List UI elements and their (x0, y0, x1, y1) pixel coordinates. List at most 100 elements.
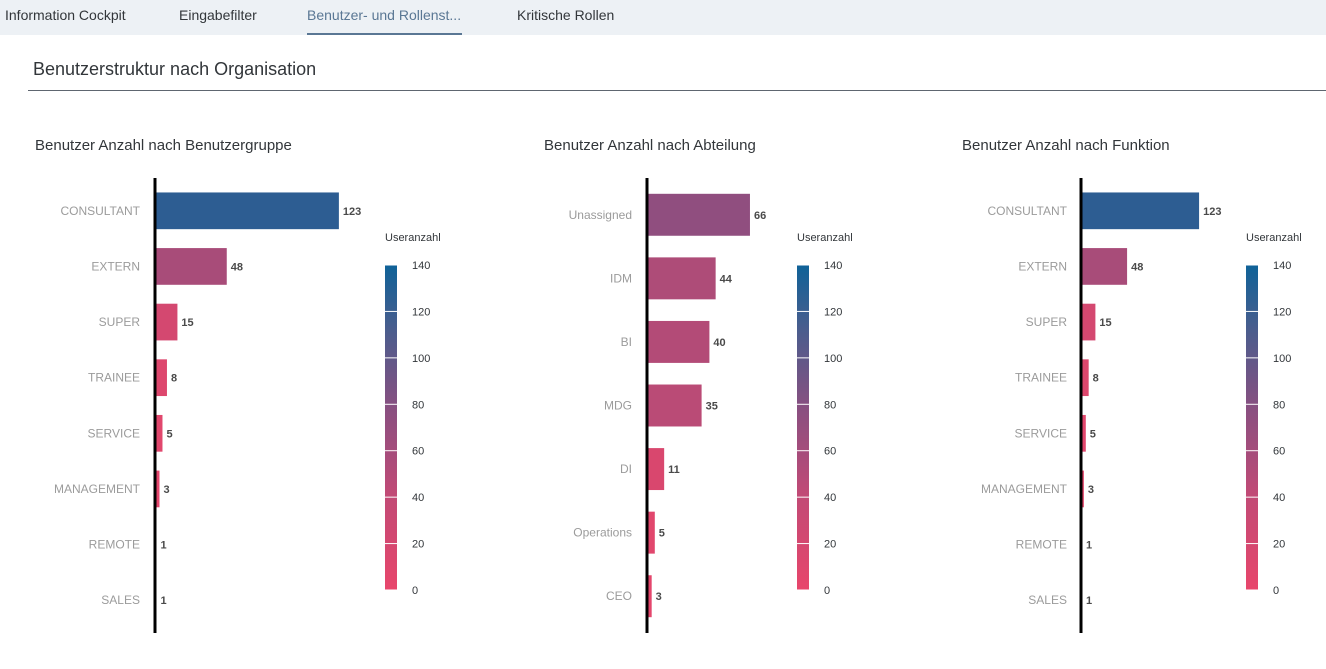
category-label-0-1: EXTERN (91, 259, 140, 273)
bar-1-3 (647, 384, 702, 427)
legend-tick-2-5: 40 (1273, 492, 1285, 504)
bar-0-5 (155, 470, 160, 508)
category-label-0-0: CONSULTANT (60, 204, 140, 218)
bar-1-1 (647, 257, 716, 300)
category-label-0-5: MANAGEMENT (54, 482, 141, 496)
data-label-1-3: 35 (706, 401, 718, 413)
data-label-2-2: 15 (1099, 317, 1111, 329)
section-divider (28, 90, 1326, 91)
data-label-1-5: 5 (659, 528, 665, 540)
data-label-0-0: 123 (343, 206, 361, 218)
legend-tick-2-7: 0 (1273, 585, 1279, 597)
legend-tick-1-0: 140 (824, 260, 842, 272)
bar-0-0 (155, 192, 339, 230)
category-label-1-6: CEO (606, 589, 632, 603)
legend-tick-0-0: 140 (412, 260, 430, 272)
section-title: Benutzerstruktur nach Organisation (33, 59, 317, 79)
legend-tick-2-3: 80 (1273, 399, 1285, 411)
chart-title-benutzergruppe: Benutzer Anzahl nach Benutzergruppe (35, 137, 292, 154)
legend-tick-0-7: 0 (412, 585, 418, 597)
tab-information-cockpit[interactable]: Information Cockpit (5, 7, 126, 23)
category-label-0-4: SERVICE (88, 426, 140, 440)
bar-1-6 (647, 575, 652, 618)
data-label-2-1: 48 (1131, 261, 1143, 273)
category-label-1-3: MDG (604, 399, 632, 413)
legend-tick-1-5: 40 (824, 492, 836, 504)
data-label-2-6: 1 (1086, 540, 1092, 552)
category-label-2-4: SERVICE (1015, 426, 1067, 440)
category-label-2-7: SALES (1028, 593, 1067, 607)
category-label-0-3: TRAINEE (88, 371, 140, 385)
legend-color-scale-0 (385, 265, 397, 590)
chart-title-abteilung: Benutzer Anzahl nach Abteilung (544, 137, 756, 154)
bar-0-2 (155, 303, 178, 341)
bar-0-4 (155, 414, 163, 452)
bar-1-0 (647, 193, 750, 236)
data-label-2-0: 123 (1203, 206, 1221, 218)
legend-tick-0-4: 60 (412, 446, 424, 458)
legend-tick-2-1: 120 (1273, 306, 1291, 318)
category-label-1-4: DI (620, 462, 632, 476)
category-label-0-7: SALES (101, 593, 140, 607)
category-label-2-0: CONSULTANT (987, 204, 1067, 218)
category-label-2-3: TRAINEE (1015, 371, 1067, 385)
data-label-1-1: 44 (720, 273, 733, 285)
category-label-1-1: IDM (610, 271, 632, 285)
legend-tick-1-4: 60 (824, 446, 836, 458)
data-label-2-7: 1 (1086, 595, 1092, 607)
data-label-2-4: 5 (1090, 428, 1096, 440)
category-label-2-6: REMOTE (1016, 538, 1067, 552)
bar-1-4 (647, 448, 665, 491)
legend-color-scale-1 (797, 265, 809, 590)
category-label-0-2: SUPER (99, 315, 141, 329)
bar-2-3 (1081, 359, 1089, 397)
data-label-2-5: 3 (1088, 484, 1094, 496)
bar-2-0 (1081, 192, 1200, 230)
tab-eingabefilter[interactable]: Eingabefilter (179, 7, 257, 23)
bar-2-1 (1081, 248, 1128, 285)
legend-tick-1-6: 20 (824, 539, 836, 551)
legend-tick-0-2: 100 (412, 353, 430, 365)
category-label-2-2: SUPER (1026, 315, 1068, 329)
legend-tick-2-2: 100 (1273, 353, 1291, 365)
category-label-0-6: REMOTE (89, 538, 140, 552)
legend-title-1: Useranzahl (797, 232, 853, 244)
data-label-1-4: 11 (668, 464, 680, 476)
data-label-0-5: 3 (163, 484, 169, 496)
bar-1-5 (647, 511, 655, 554)
bar-1-2 (647, 320, 710, 363)
category-label-1-0: Unassigned (569, 208, 632, 222)
category-label-2-5: MANAGEMENT (981, 482, 1068, 496)
bar-2-4 (1081, 414, 1086, 452)
legend-tick-0-6: 20 (412, 539, 424, 551)
data-label-2-3: 8 (1093, 373, 1099, 385)
data-label-0-4: 5 (166, 428, 172, 440)
legend-title-2: Useranzahl (1246, 232, 1302, 244)
category-label-1-5: Operations (573, 526, 632, 540)
legend-tick-2-6: 20 (1273, 539, 1285, 551)
tab-kritische-rollen[interactable]: Kritische Rollen (517, 7, 615, 23)
legend-tick-0-5: 40 (412, 492, 424, 504)
legend-tick-2-0: 140 (1273, 260, 1291, 272)
legend-tick-1-2: 100 (824, 353, 842, 365)
bar-0-3 (155, 359, 167, 397)
data-label-0-3: 8 (171, 373, 177, 385)
data-label-1-6: 3 (656, 591, 662, 603)
data-label-0-6: 1 (160, 540, 166, 552)
category-label-2-1: EXTERN (1018, 259, 1067, 273)
bar-2-2 (1081, 303, 1096, 341)
bar-0-1 (155, 248, 227, 285)
data-label-1-2: 40 (713, 337, 725, 349)
data-label-0-7: 1 (160, 595, 166, 607)
legend-color-scale-2 (1246, 265, 1258, 590)
data-label-0-1: 48 (231, 261, 243, 273)
legend-tick-0-3: 80 (412, 399, 424, 411)
legend-tick-1-3: 80 (824, 399, 836, 411)
category-label-1-2: BI (621, 335, 632, 349)
tab-benutzer-und-rollen[interactable]: Benutzer- und Rollenst... (307, 0, 463, 35)
legend-tick-1-7: 0 (824, 585, 830, 597)
legend-tick-1-1: 120 (824, 306, 842, 318)
data-label-1-0: 66 (754, 210, 766, 222)
legend-tick-0-1: 120 (412, 306, 430, 318)
